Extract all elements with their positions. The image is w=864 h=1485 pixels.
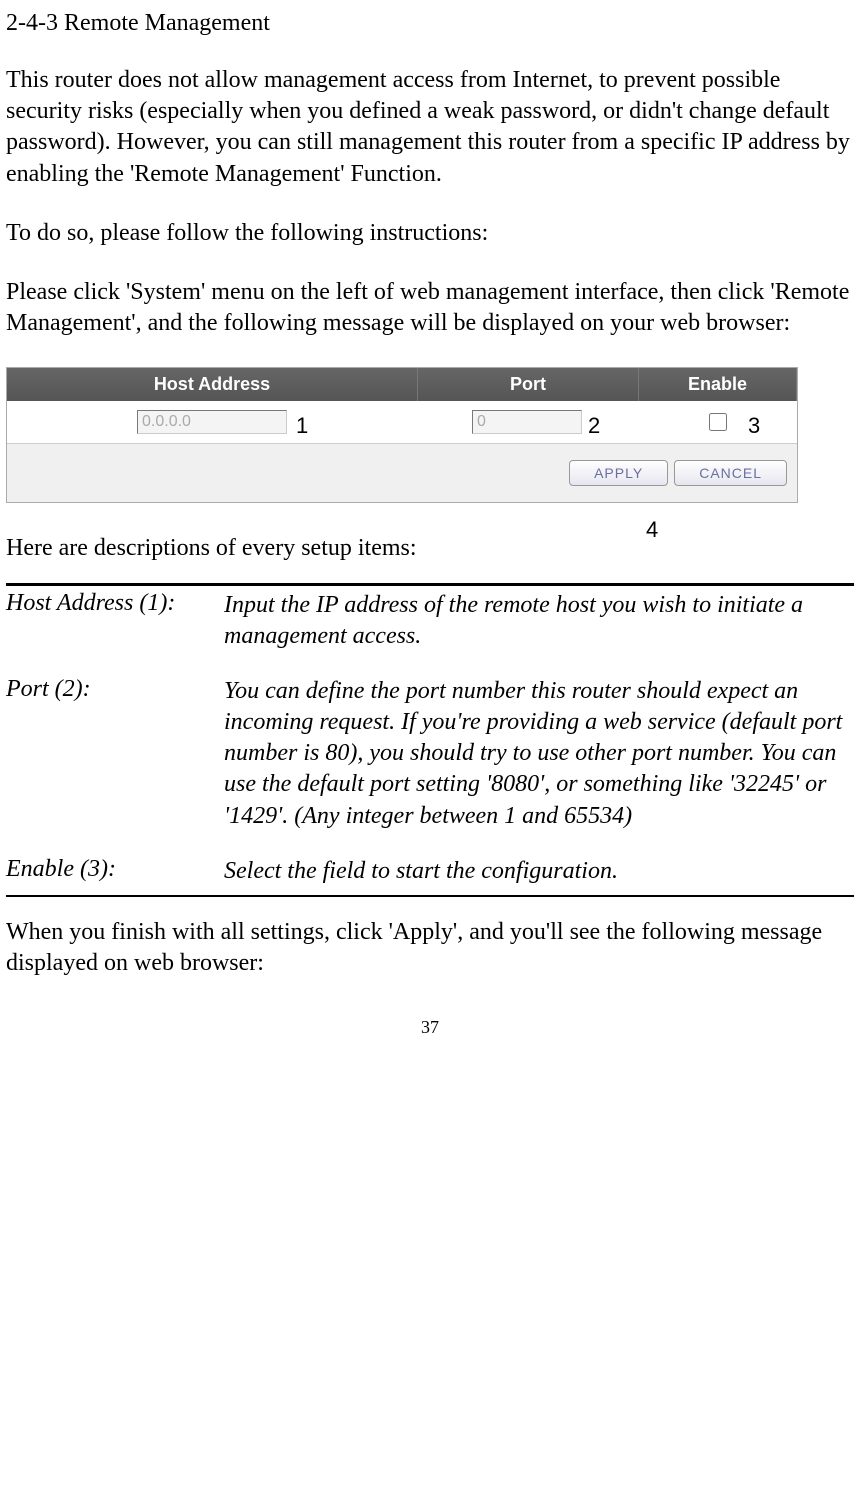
cell-enable <box>637 410 797 434</box>
table-row <box>7 401 797 444</box>
button-row: APPLY CANCEL <box>7 444 797 502</box>
column-header-enable: Enable <box>639 368 797 401</box>
definition-host-address: Host Address (1): Input the IP address o… <box>6 590 854 652</box>
definition-text: Input the IP address of the remote host … <box>224 590 854 652</box>
paragraph-after-apply: When you finish with all settings, click… <box>6 917 854 979</box>
definition-label: Enable (3): <box>6 856 224 887</box>
definition-label: Port (2): <box>6 676 224 832</box>
section-title: 2-4-3 Remote Management <box>6 10 854 37</box>
apply-button[interactable]: APPLY <box>569 460 668 486</box>
page-number: 37 <box>6 1017 854 1038</box>
definition-label: Host Address (1): <box>6 590 224 652</box>
config-panel: Host Address Port Enable APPLY CANCEL <box>6 367 798 503</box>
paragraph-instructions-lead: To do so, please follow the following in… <box>6 218 854 249</box>
cell-port <box>417 410 637 434</box>
callout-3: 3 <box>748 413 760 439</box>
definition-text: Select the field to start the configurat… <box>224 856 854 887</box>
callout-2: 2 <box>588 413 600 439</box>
descriptions-intro: Here are descriptions of every setup ite… <box>6 533 854 564</box>
definitions-block: Host Address (1): Input the IP address o… <box>6 583 854 898</box>
cancel-button[interactable]: CANCEL <box>674 460 787 486</box>
definition-port: Port (2): You can define the port number… <box>6 676 854 832</box>
remote-management-screenshot: Host Address Port Enable APPLY CANCEL 1 … <box>6 367 796 503</box>
paragraph-intro: This router does not allow management ac… <box>6 65 854 190</box>
cell-host <box>7 410 417 434</box>
column-header-port: Port <box>418 368 639 401</box>
enable-checkbox[interactable] <box>709 413 727 431</box>
port-input[interactable] <box>472 410 582 434</box>
table-header-row: Host Address Port Enable <box>7 368 797 401</box>
definition-enable: Enable (3): Select the field to start th… <box>6 856 854 887</box>
host-address-input[interactable] <box>137 410 287 434</box>
callout-1: 1 <box>296 413 308 439</box>
column-header-host: Host Address <box>7 368 418 401</box>
callout-4: 4 <box>646 517 658 543</box>
paragraph-nav-steps: Please click 'System' menu on the left o… <box>6 277 854 339</box>
definition-text: You can define the port number this rout… <box>224 676 854 832</box>
